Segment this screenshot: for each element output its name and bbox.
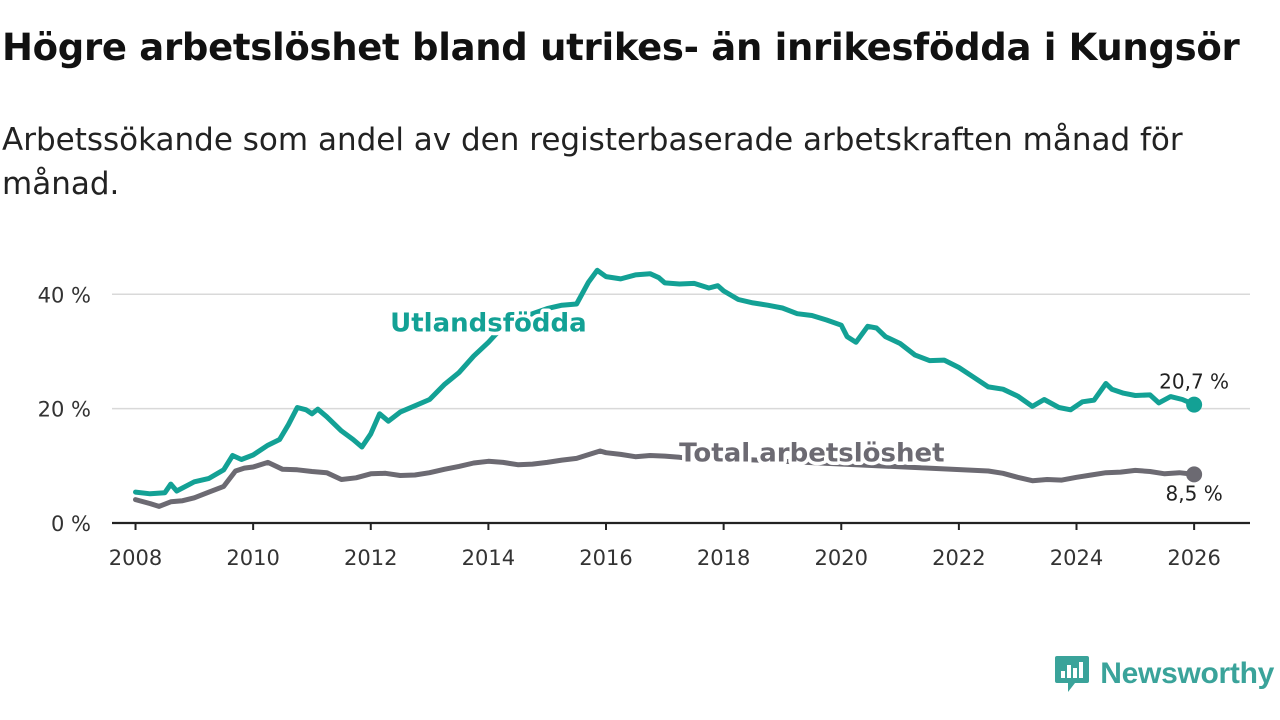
brand-name: Newsworthy [1100, 657, 1274, 690]
series-end-point [1186, 466, 1203, 483]
end-value-label-utlandsfodda: 20,7 % [1159, 370, 1229, 394]
newsworthy-logo-icon [1055, 656, 1090, 692]
end-value-label-total: 8,5 % [1166, 481, 1223, 505]
x-tick-label: 2020 [815, 546, 868, 570]
series-line-total [133, 448, 1197, 509]
series-label-total: Total arbetslöshet [679, 438, 944, 468]
x-tick-label: 2022 [932, 546, 985, 570]
x-tick-label: 2012 [344, 546, 397, 570]
x-tick-label: 2008 [109, 546, 162, 570]
x-tick-label: 2010 [226, 546, 279, 570]
gridlines [112, 293, 1250, 410]
page-title: Högre arbetslöshet bland utrikes- än inr… [2, 26, 1240, 69]
x-tick-label: 2018 [697, 546, 750, 570]
page-subtitle: Arbetssökande som andel av den registerb… [2, 122, 1183, 202]
series-label-utlandsfodda: Utlandsfödda [390, 308, 587, 338]
chart-labels: Utlandsfödda Total arbetslöshet 20,7 % 8,5 … [387, 305, 1232, 508]
series-lines [133, 267, 1203, 509]
series-end-point [1186, 396, 1203, 413]
series-line-utlandsfodda [133, 267, 1197, 497]
brand-logo[interactable]: Newsworthy [1054, 654, 1274, 694]
x-tick-label: 2026 [1167, 546, 1220, 570]
y-tick-label: 0 % [51, 512, 91, 536]
x-axis: 0 % 20 % 40 % 2008 2010 2012 2014 2016 2018 2020 2… [38, 283, 1250, 570]
line-chart: 0 % 20 % 40 % 2008 2010 2012 2014 2016 2018 2020 2… [38, 267, 1250, 570]
x-tick-label: 2024 [1050, 546, 1103, 570]
y-tick-label: 40 % [38, 283, 91, 307]
y-tick-label: 20 % [38, 398, 91, 422]
x-tick-label: 2014 [462, 546, 515, 570]
x-tick-label: 2016 [579, 546, 632, 570]
